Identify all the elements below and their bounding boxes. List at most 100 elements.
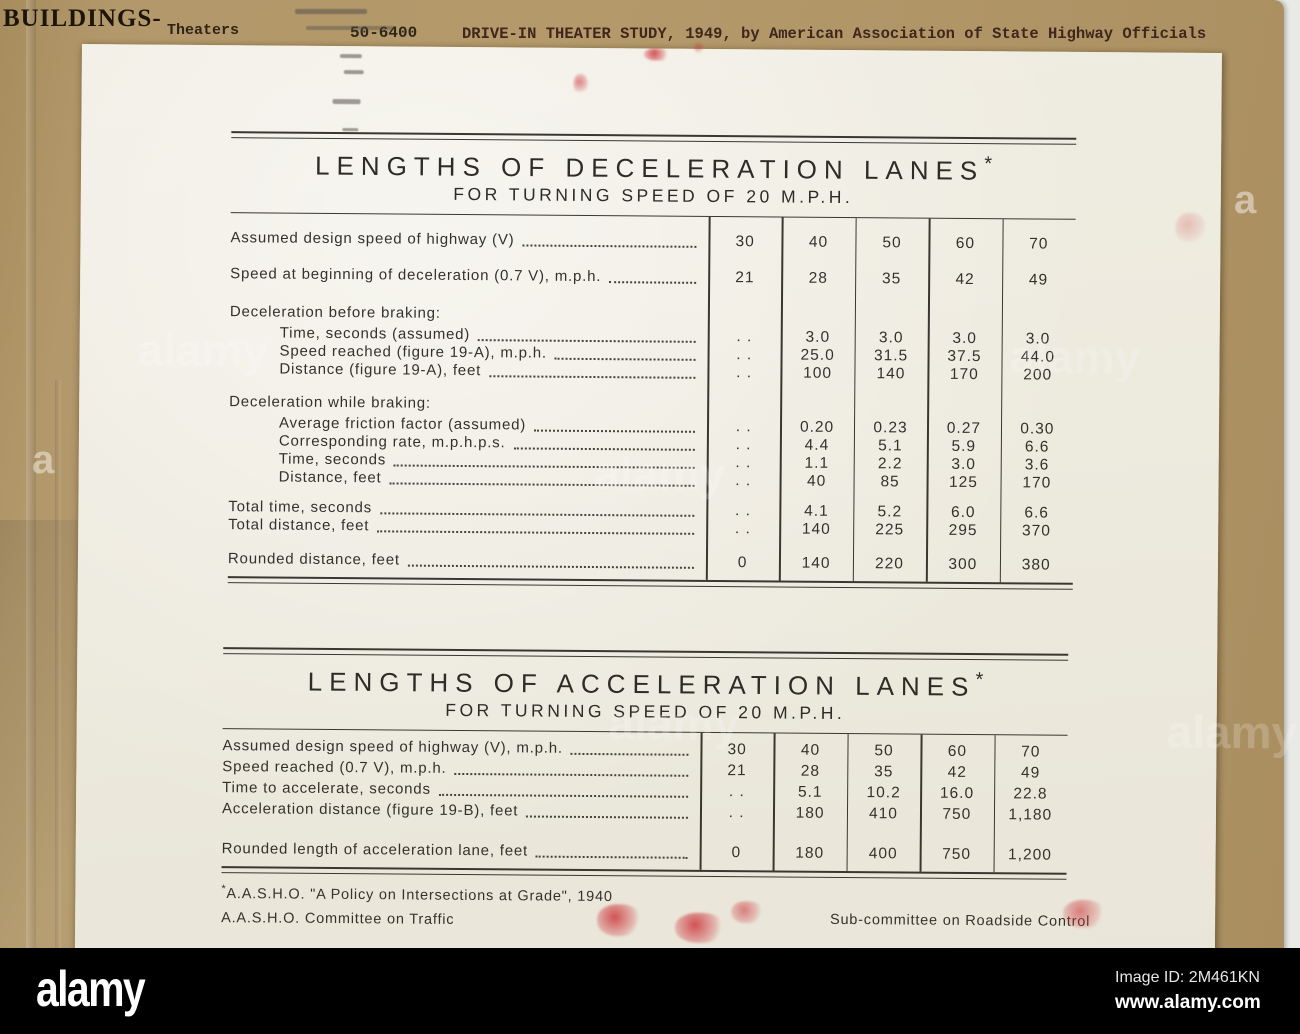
row-label-cell: Speed at beginning of deceleration (0.7 … <box>230 265 708 286</box>
footnote-asterisk: * <box>975 669 984 692</box>
row-label: Time to accelerate, seconds <box>222 779 431 799</box>
row-label-cell: Acceleration distance (figure 19-B), fee… <box>221 800 700 821</box>
cell-value: . . <box>735 453 752 471</box>
cell-value: . . <box>735 501 752 519</box>
document-sheet: LENGTHS OF DECELERATION LANES* FOR TURNI… <box>74 42 1297 961</box>
cell-value: . . <box>735 435 752 453</box>
red-mark <box>731 901 764 924</box>
pencil-smudge <box>342 128 359 132</box>
deceleration-table: LENGTHS OF DECELERATION LANES* FOR TURNI… <box>227 131 1077 590</box>
cell-value: . . <box>728 783 745 801</box>
cell-value: 6.6 <box>1024 504 1050 522</box>
cell-value: 40 <box>800 741 821 759</box>
dotted-leader <box>478 338 696 343</box>
table-title-text: LENGTHS OF ACCELERATION LANES <box>307 666 976 702</box>
cell-value: 140 <box>801 520 831 538</box>
study-title: DRIVE-IN THEATER STUDY, 1949, by America… <box>462 25 1207 43</box>
row-label-cell: Assumed design speed of highway (V), m.p… <box>222 737 700 758</box>
cell-value: 295 <box>948 521 978 539</box>
cell-value: 30 <box>727 741 747 759</box>
cell-value: 60 <box>955 234 976 252</box>
cell-value: 50 <box>874 742 894 760</box>
dotted-leader <box>454 772 689 777</box>
footnotes: *A.A.S.H.O. "A Policy on Intersections a… <box>221 883 1090 930</box>
row-label: Total time, seconds <box>228 497 373 517</box>
row-label-cell: Speed reached (figure 19-A), m.p.h. <box>230 342 708 363</box>
row-label-cell: Rounded distance, feet <box>227 549 706 571</box>
cell-value: 3.0 <box>1025 330 1051 348</box>
table-rows: Assumed design speed of highway (V) 30 40 5… <box>228 220 1076 579</box>
row-label-cell: Distance (figure 19-A), feet <box>229 360 707 381</box>
cell-value: 300 <box>948 555 978 573</box>
cell-value: 35 <box>874 763 894 781</box>
cell-value: . . <box>734 519 751 537</box>
alamy-watermark-bar: alamy Image ID: 2M461KN www.alamy.com <box>0 948 1300 1034</box>
red-mark <box>573 73 588 94</box>
footnote-asterisk: * <box>984 153 993 176</box>
cell-value: 28 <box>800 762 821 780</box>
dotted-leader <box>570 752 689 756</box>
cell-value: 1,180 <box>1008 806 1053 824</box>
cell-value: 180 <box>795 804 825 823</box>
subcommittee-footnote: Sub-committee on Roadside Control <box>829 911 1091 930</box>
cell-value: 140 <box>801 554 831 572</box>
cell-value: 180 <box>795 844 825 862</box>
cell-value: 4.4 <box>804 436 830 454</box>
cell-value: 200 <box>1023 366 1053 384</box>
row-label-cell: Distance, feet <box>229 468 707 489</box>
cell-value: 40 <box>808 233 829 251</box>
cell-value: 170 <box>1022 474 1052 492</box>
cell-value: 0.23 <box>873 418 908 437</box>
cell-value: 400 <box>868 844 898 863</box>
dotted-leader <box>535 855 688 859</box>
row-label-cell: Rounded length of acceleration lane, fee… <box>222 840 700 861</box>
dotted-leader <box>389 481 695 487</box>
cell-value: 85 <box>880 472 900 491</box>
acceleration-table: LENGTHS OF ACCELERATION LANES* FOR TURNI… <box>221 647 1069 880</box>
red-mark <box>597 904 642 937</box>
catalog-code: 50-6400 <box>350 24 418 42</box>
pencil-smudge <box>343 70 364 75</box>
row-label-cell: Time, seconds (assumed) <box>230 324 708 345</box>
cell-value: 100 <box>803 364 833 382</box>
cell-value: 5.9 <box>951 437 977 455</box>
dotted-leader <box>438 793 689 798</box>
cell-value: . . <box>736 327 753 345</box>
pencil-smudge <box>306 26 394 30</box>
cell-value: 25.0 <box>800 346 835 364</box>
table-title: LENGTHS OF ACCELERATION LANES* <box>223 663 1068 703</box>
red-mark <box>674 912 726 944</box>
row-label: Distance, feet <box>278 468 382 487</box>
cell-value: 16.0 <box>939 784 975 803</box>
row-label: Corresponding rate, m.p.h.p.s. <box>278 432 506 452</box>
cell-value: 225 <box>875 520 905 539</box>
cell-value: . . <box>728 804 745 822</box>
source-footnote-text: A.A.S.H.O. "A Policy on Intersections at… <box>226 885 613 906</box>
cell-value: 42 <box>947 763 967 782</box>
pencil-smudge <box>339 54 362 59</box>
catalog-header: BUILDINGS- Theaters 50-6400 DRIVE-IN THE… <box>0 0 1284 46</box>
cell-value: 370 <box>1022 522 1052 540</box>
table-body: Assumed design speed of highway (V), m.p… <box>222 729 1068 873</box>
cell-value: . . <box>736 363 753 381</box>
cell-value: 21 <box>735 268 755 286</box>
cell-value: . . <box>735 417 752 435</box>
cell-value: 750 <box>942 805 972 824</box>
row-label: Rounded distance, feet <box>227 549 400 569</box>
row-label-cell: Deceleration before braking: <box>230 303 708 324</box>
red-mark <box>1175 212 1206 243</box>
cell-value: 3.6 <box>1024 456 1050 474</box>
envelope-crease <box>26 0 36 1034</box>
red-mark <box>693 42 705 53</box>
alamy-logo: alamy <box>36 961 146 1017</box>
cell-value: 6.6 <box>1024 438 1050 456</box>
row-label-cell: Average friction factor (assumed) <box>229 414 707 435</box>
cell-value: 140 <box>876 364 906 383</box>
row-label-cell: Time, seconds <box>229 450 707 471</box>
dotted-leader <box>609 280 697 284</box>
row-label: Acceleration distance (figure 19-B), fee… <box>221 800 519 820</box>
row-label: Speed reached (figure 19-A), m.p.h. <box>279 342 547 362</box>
cell-value: 0 <box>737 553 748 571</box>
cell-value: 70 <box>1021 743 1041 761</box>
